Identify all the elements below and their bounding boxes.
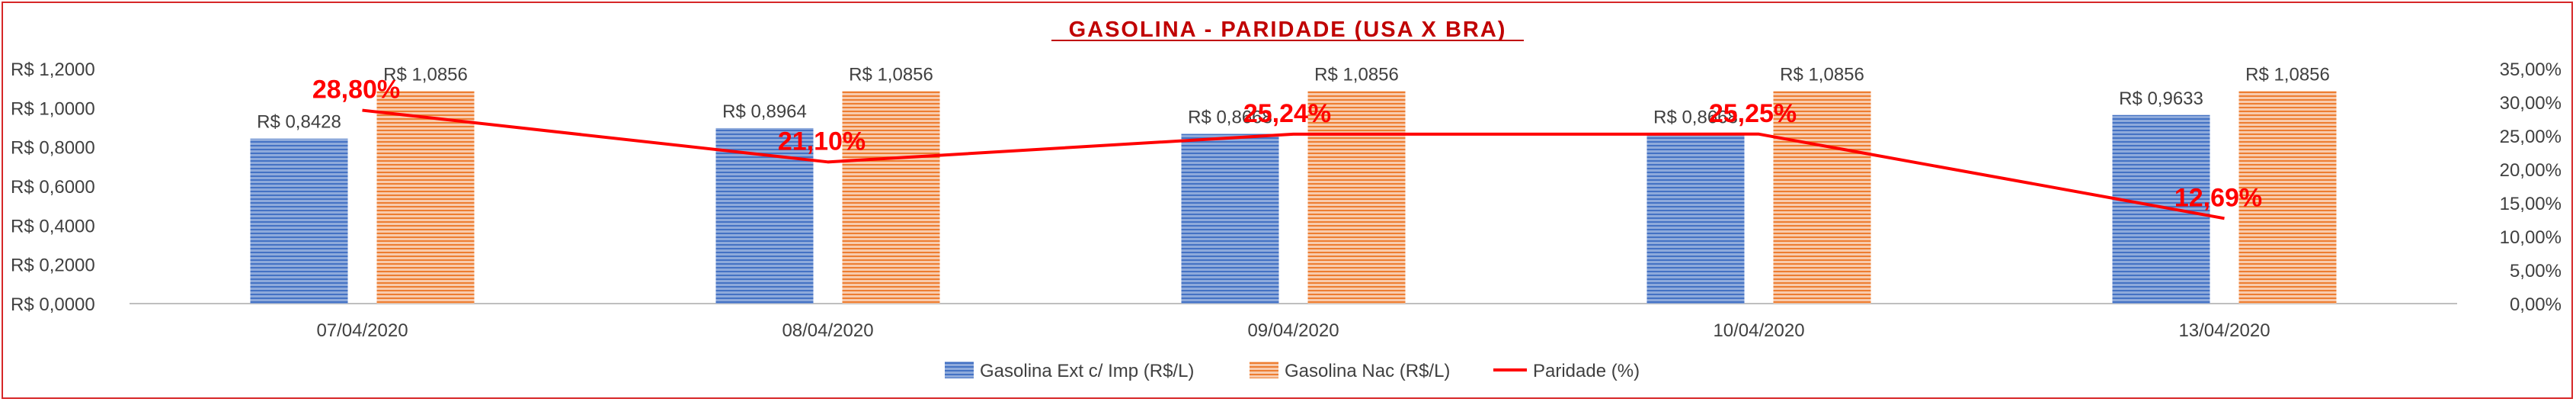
bar-gasolina-nac [376,91,475,304]
y-right-tick-label: 15,00% [2500,194,2562,214]
paridade-label: 28,80% [312,76,400,105]
bar-gasolina-ext [1181,133,1279,304]
y-left-tick-label: R$ 1,0000 [11,98,95,119]
paridade-label: 25,25% [1709,99,1797,128]
legend-item-gasolina-ext-label: Gasolina Ext c/ Imp (R$/L) [980,361,1194,381]
x-tick-label: 07/04/2020 [316,320,408,341]
y-left-tick-label: R$ 0,6000 [11,177,95,198]
bar-gasolina-nac-label: R$ 1,0856 [2245,64,2330,85]
bar-gasolina-nac-label: R$ 1,0856 [849,64,933,85]
paridade-line [362,108,2225,220]
bar-gasolina-nac [1307,91,1406,304]
chart-title: GASOLINA - PARIDADE (USA X BRA) [1069,18,1507,42]
paridade-label: 25,24% [1243,99,1331,128]
bar-gasolina-ext-label: R$ 0,8964 [722,101,807,122]
bar-gasolina-ext-label: R$ 0,8668 [1653,108,1738,128]
bar-gasolina-nac [842,91,940,304]
bar-gasolina-ext-label: R$ 0,8428 [257,112,341,133]
legend-item-gasolina-ext-swatch [945,362,974,378]
x-tick-label: 13/04/2020 [2178,320,2270,341]
data-labels: R$ 0,8428 R$ 0,8964 R$ 0,8668 R$ 0,8668 R$ 0… [257,64,2330,212]
x-tick-label: 09/04/2020 [1247,320,1339,341]
y-left-tick-label: R$ 0,4000 [11,216,95,236]
bar-gasolina-ext [1646,133,1745,304]
legend: Gasolina Ext c/ Imp (R$/L) Gasolina Nac (… [945,361,1640,381]
bar-gasolina-nac [2238,91,2337,304]
paridade-label: 12,69% [2174,183,2262,212]
bar-gasolina-nac-label: R$ 1,0856 [383,64,468,85]
y-right-tick-label: 5,00% [2510,261,2562,281]
bar-gasolina-ext-label: R$ 0,9633 [2119,88,2203,109]
bar-gasolina-nac-label: R$ 1,0856 [1314,64,1399,85]
y-right-tick-label: 25,00% [2500,127,2562,147]
y-right-tick-label: 20,00% [2500,160,2562,181]
y-left-tick-label: R$ 0,8000 [11,138,95,159]
x-tick-label: 08/04/2020 [782,320,873,341]
y-right-tick-label: 10,00% [2500,227,2562,248]
bar-gasolina-ext-label: R$ 0,8668 [1188,108,1272,128]
y-right-tick-label: 35,00% [2500,59,2562,80]
y-left-tick-label: R$ 0,2000 [11,256,95,276]
axes: R$ 0,0000 R$ 0,2000 R$ 0,4000 R$ 0,6000 R$ 0… [11,59,2562,341]
bars [250,91,2337,304]
x-tick-label: 10/04/2020 [1713,320,1804,341]
legend-item-gasolina-nac-swatch [1250,362,1278,378]
y-left-tick-label: R$ 0,0000 [11,294,95,315]
legend-item-paridade-label: Paridade (%) [1533,361,1640,381]
bar-gasolina-nac-label: R$ 1,0856 [1780,64,1864,85]
bar-gasolina-nac [1773,91,1871,304]
legend-item-gasolina-nac-label: Gasolina Nac (R$/L) [1285,361,1450,381]
y-right-tick-label: 30,00% [2500,93,2562,114]
bar-gasolina-ext [250,138,348,304]
paridade-label: 21,10% [778,127,866,156]
bar-gasolina-ext [2112,114,2210,304]
y-right-tick-label: 0,00% [2510,294,2562,315]
y-left-tick-label: R$ 1,2000 [11,59,95,80]
paridade-line-path [362,108,2225,220]
